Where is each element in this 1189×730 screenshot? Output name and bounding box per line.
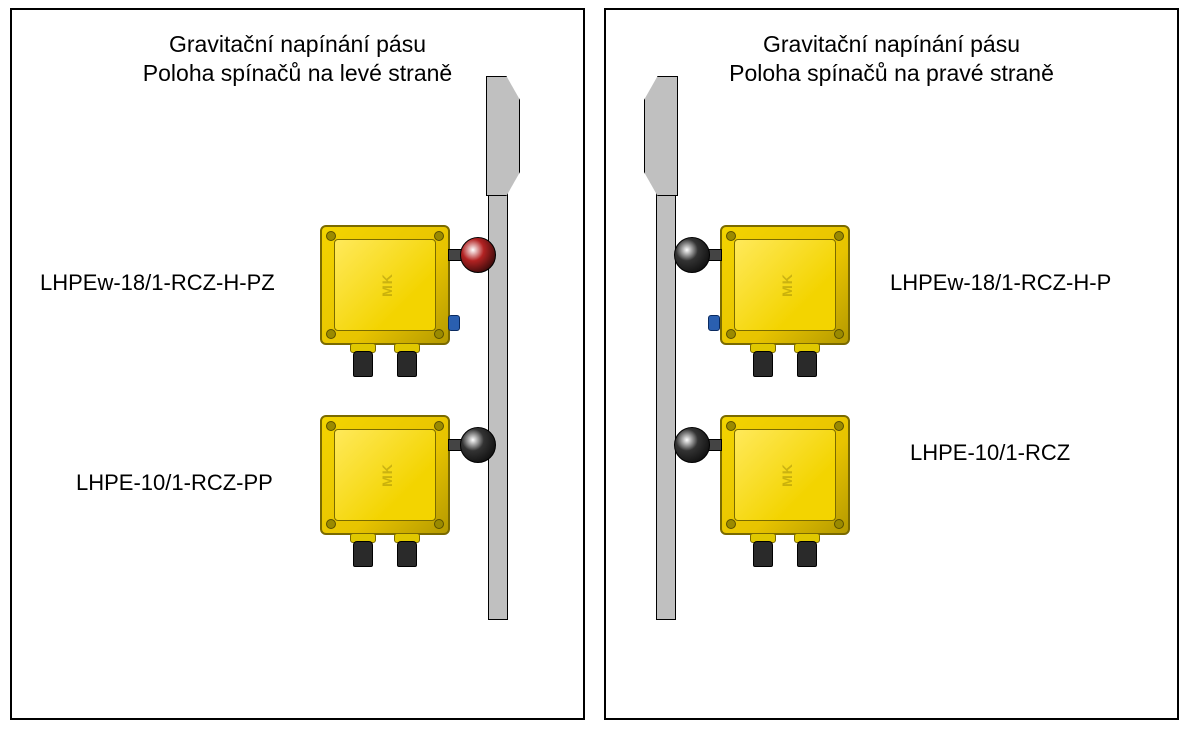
device-label-left-upper: LHPEw-18/1-RCZ-H-PZ — [40, 270, 275, 296]
screw-icon — [434, 231, 444, 241]
screw-icon — [726, 421, 736, 431]
device-brand-text: MK — [779, 463, 795, 487]
plunger-head-icon — [674, 237, 710, 273]
cable-gland — [797, 351, 817, 377]
panel-right: Gravitační napínání pásu Poloha spínačů … — [604, 8, 1179, 720]
device-label-right-lower: LHPE-10/1-RCZ — [910, 440, 1070, 466]
screw-icon — [726, 329, 736, 339]
title-right: Gravitační napínání pásu Poloha spínačů … — [606, 30, 1177, 88]
device-brand-text: MK — [379, 463, 395, 487]
cable-gland — [397, 351, 417, 377]
plunger-head-icon — [674, 427, 710, 463]
device-right-lower: MK — [720, 415, 850, 575]
device-label-right-upper: LHPEw-18/1-RCZ-H-P — [890, 270, 1111, 296]
screw-icon — [434, 421, 444, 431]
device-label-left-lower: LHPE-10/1-RCZ-PP — [76, 470, 273, 496]
screw-icon — [326, 519, 336, 529]
device-brand-text: MK — [379, 273, 395, 297]
device-left-upper: MK — [320, 225, 450, 385]
screw-icon — [326, 329, 336, 339]
screw-icon — [834, 421, 844, 431]
title-right-line1: Gravitační napínání pásu — [606, 30, 1177, 59]
screw-icon — [726, 231, 736, 241]
indicator-icon — [448, 315, 460, 331]
screw-icon — [726, 519, 736, 529]
plunger-head-icon — [460, 427, 496, 463]
screw-icon — [434, 329, 444, 339]
screw-icon — [834, 519, 844, 529]
indicator-icon — [708, 315, 720, 331]
cable-gland — [753, 351, 773, 377]
screw-icon — [326, 231, 336, 241]
cable-gland — [797, 541, 817, 567]
screw-icon — [434, 519, 444, 529]
screw-icon — [834, 329, 844, 339]
cable-gland — [353, 541, 373, 567]
device-left-lower: MK — [320, 415, 450, 575]
title-left-line1: Gravitační napínání pásu — [12, 30, 583, 59]
title-right-line2: Poloha spínačů na pravé straně — [606, 59, 1177, 88]
plunger-head-icon — [460, 237, 496, 273]
rail-cap-left — [486, 76, 520, 196]
screw-icon — [834, 231, 844, 241]
device-brand-text: MK — [779, 273, 795, 297]
device-right-upper: MK — [720, 225, 850, 385]
cable-gland — [353, 351, 373, 377]
rail-cap-right — [644, 76, 678, 196]
screw-icon — [326, 421, 336, 431]
cable-gland — [753, 541, 773, 567]
cable-gland — [397, 541, 417, 567]
